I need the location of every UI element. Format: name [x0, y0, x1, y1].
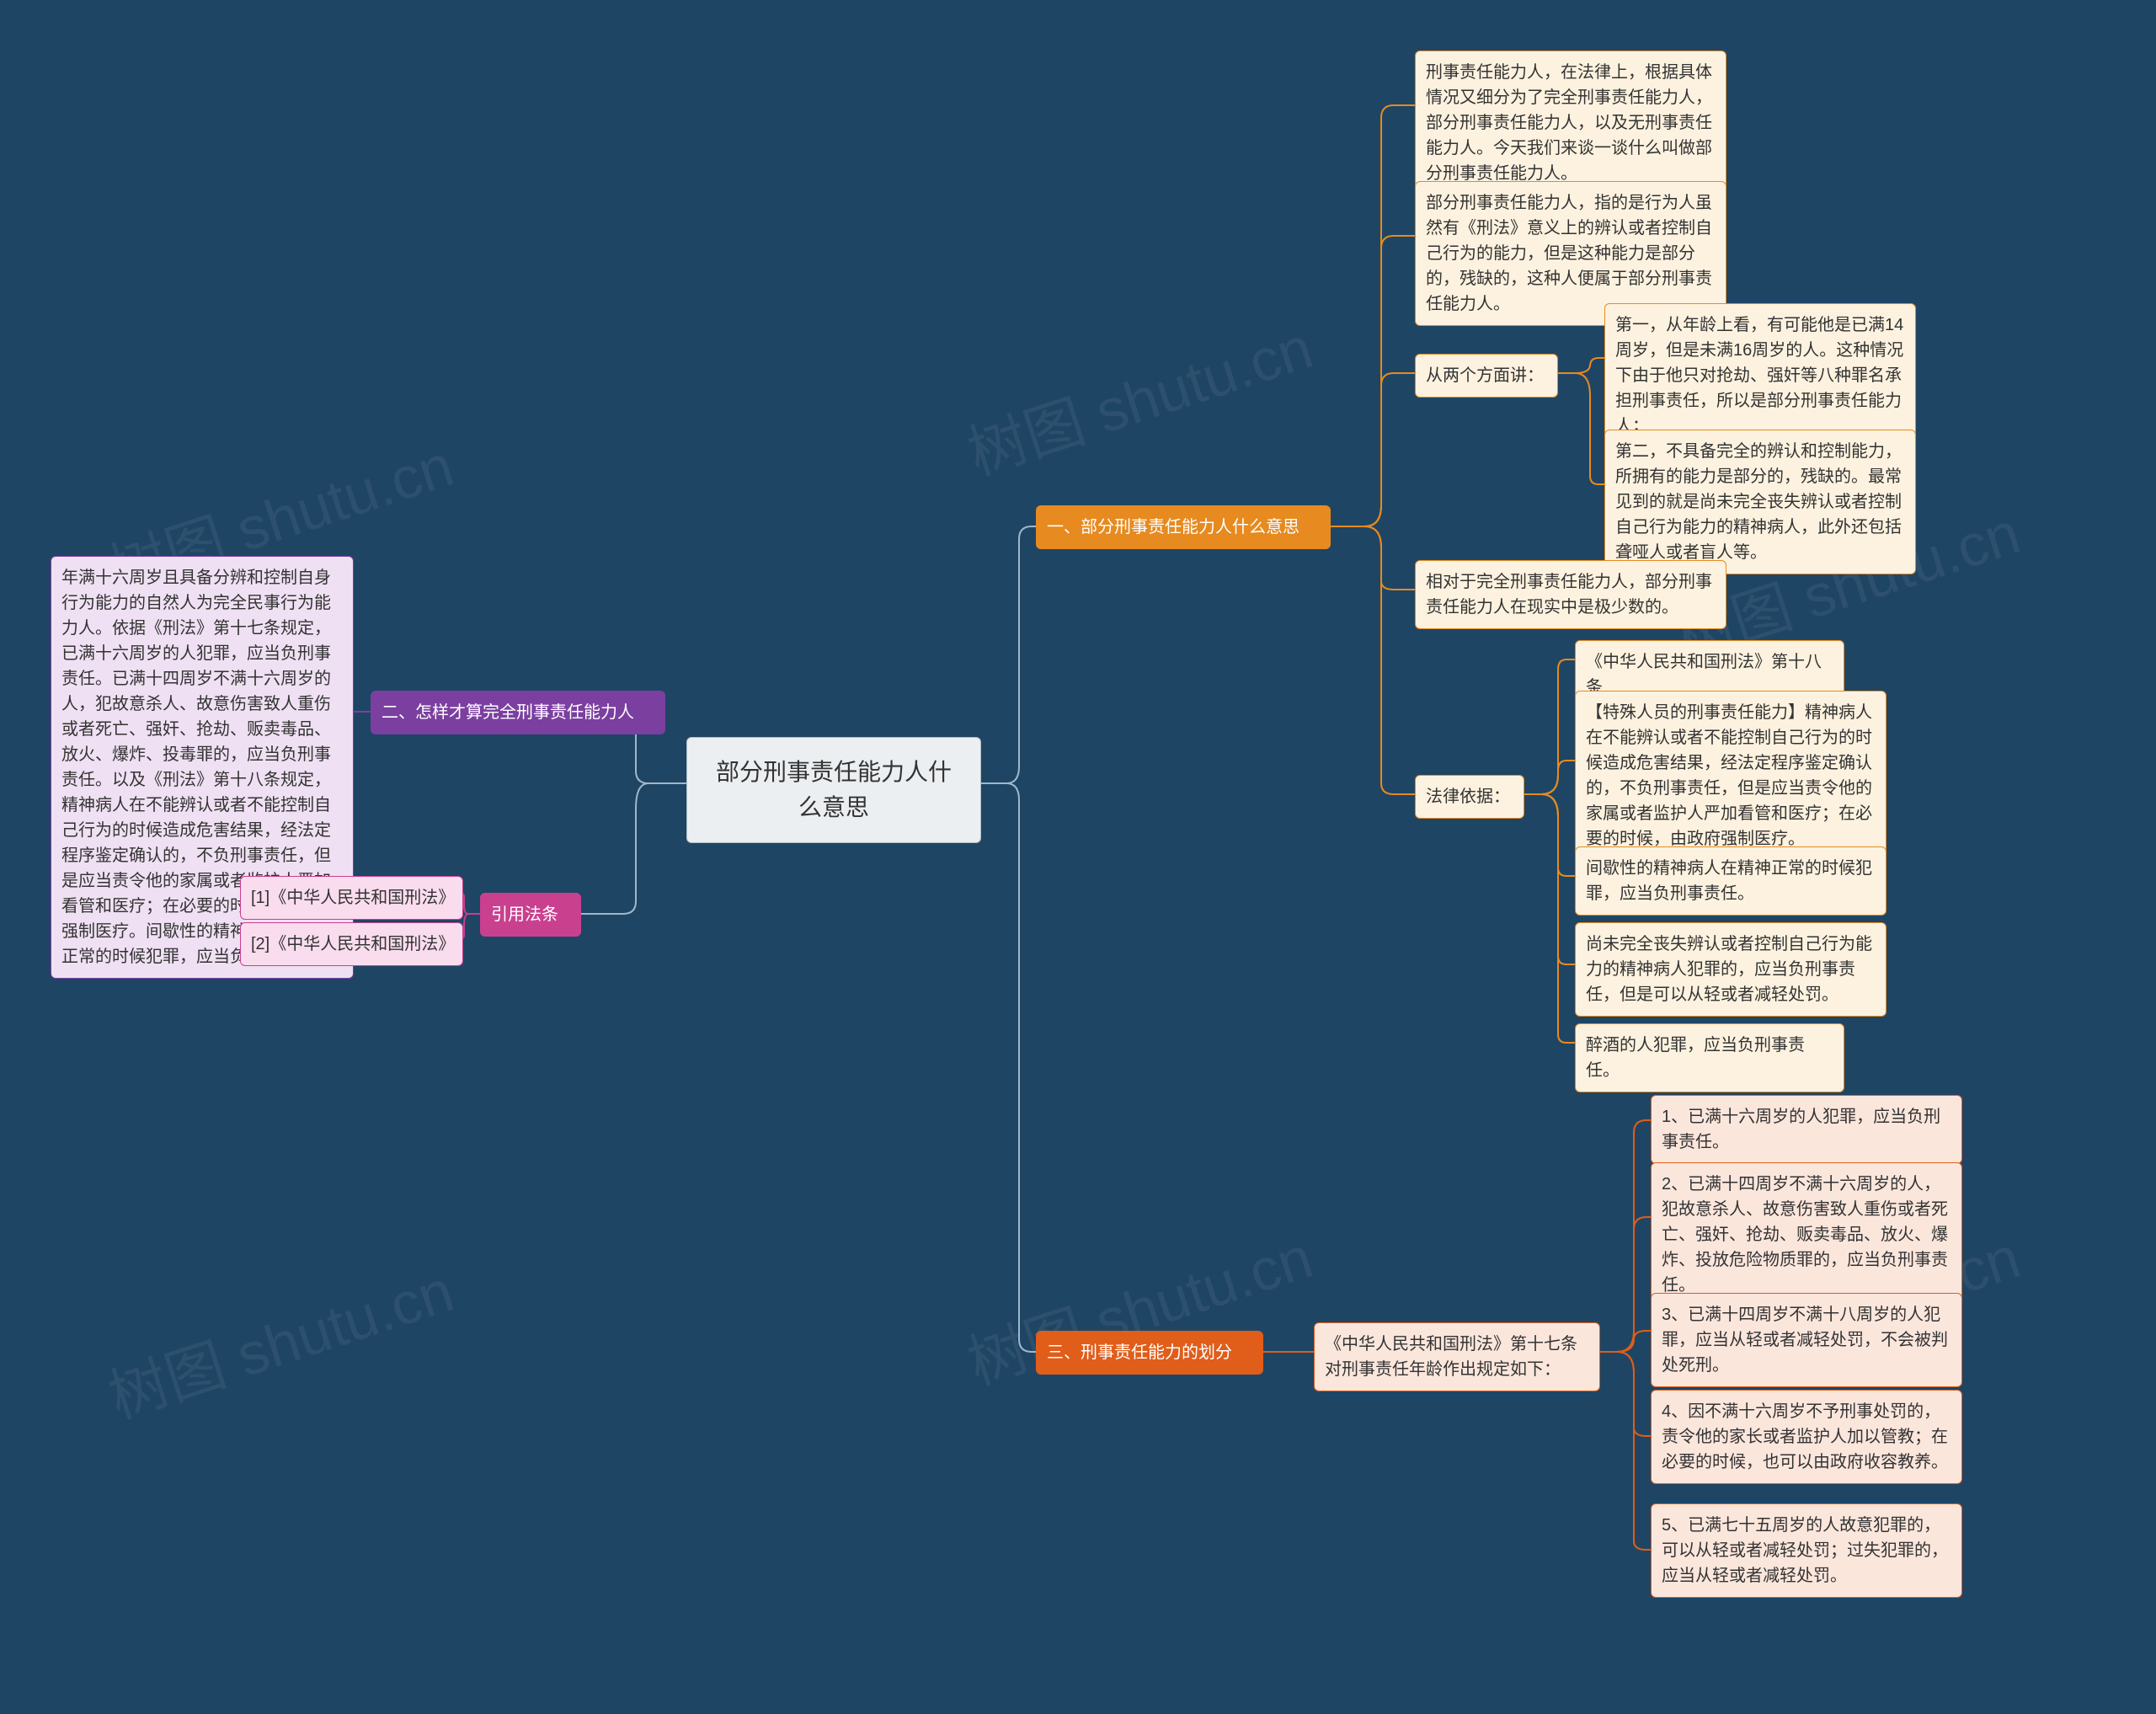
refs-header[interactable]: 引用法条 — [480, 893, 581, 937]
branch-1-title: 一、部分刑事责任能力人什么意思 — [1037, 506, 1330, 548]
branch-3-title: 三、刑事责任能力的划分 — [1037, 1332, 1262, 1374]
b1-legal-2[interactable]: 【特殊人员的刑事责任能力】精神病人在不能辨认或者不能控制自己行为的时候造成危害结… — [1575, 691, 1886, 861]
branch-2-header[interactable]: 二、怎样才算完全刑事责任能力人 — [371, 691, 665, 734]
b3-item-5-text: 5、已满七十五周岁的人故意犯罪的，可以从轻或者减轻处罚；过失犯罪的，应当从轻或者… — [1652, 1504, 1961, 1597]
b3-item-5[interactable]: 5、已满七十五周岁的人故意犯罪的，可以从轻或者减轻处罚；过失犯罪的，应当从轻或者… — [1651, 1503, 1962, 1598]
b1-leaf-4-text: 相对于完全刑事责任能力人，部分刑事责任能力人在现实中是极少数的。 — [1416, 561, 1726, 628]
branch-3-header[interactable]: 三、刑事责任能力的划分 — [1036, 1331, 1263, 1375]
b1-legal-3-text: 间歇性的精神病人在精神正常的时候犯罪，应当负刑事责任。 — [1576, 847, 1886, 915]
b3-item-1[interactable]: 1、已满十六周岁的人犯罪，应当负刑事责任。 — [1651, 1095, 1962, 1164]
root-label: 部分刑事责任能力人什么意思 — [687, 738, 980, 842]
watermark: 树图 shutu.cn — [97, 1244, 463, 1435]
ref-2-text: [2]《中华人民共和国刑法》 — [241, 923, 462, 965]
b1-aspects[interactable]: 从两个方面讲： — [1415, 354, 1558, 398]
watermark: 树图 shutu.cn — [956, 301, 1322, 492]
root-node[interactable]: 部分刑事责任能力人什么意思 — [686, 737, 981, 843]
b3-item-4[interactable]: 4、因不满十六周岁不予刑事处罚的，责令他的家长或者监护人加以管教；在必要的时候，… — [1651, 1390, 1962, 1484]
refs-title: 引用法条 — [481, 894, 580, 936]
b1-aspects-text: 从两个方面讲： — [1416, 355, 1557, 397]
b1-legal-5[interactable]: 醉酒的人犯罪，应当负刑事责任。 — [1575, 1023, 1844, 1092]
b1-legal-4[interactable]: 尚未完全丧失辨认或者控制自己行为能力的精神病人犯罪的，应当负刑事责任，但是可以从… — [1575, 922, 1886, 1017]
b3-sub[interactable]: 《中华人民共和国刑法》第十七条对刑事责任年龄作出规定如下： — [1314, 1322, 1600, 1391]
mindmap-canvas: 树图 shutu.cn 树图 shutu.cn 树图 shutu.cn 树图 s… — [0, 0, 2156, 1714]
b1-leaf-1-text: 刑事责任能力人，在法律上，根据具体情况又细分为了完全刑事责任能力人，部分刑事责任… — [1416, 51, 1726, 195]
b1-leaf-4[interactable]: 相对于完全刑事责任能力人，部分刑事责任能力人在现实中是极少数的。 — [1415, 560, 1726, 629]
b3-sub-text: 《中华人民共和国刑法》第十七条对刑事责任年龄作出规定如下： — [1315, 1323, 1599, 1391]
b1-aspect-2-text: 第二，不具备完全的辨认和控制能力，所拥有的能力是部分的，残缺的。最常见到的就是尚… — [1605, 430, 1915, 574]
b1-aspect-1-text: 第一，从年龄上看，有可能他是已满14周岁，但是未满16周岁的人。这种情况下由于他… — [1605, 304, 1915, 447]
b1-legal-text: 法律依据： — [1416, 776, 1524, 818]
b3-item-4-text: 4、因不满十六周岁不予刑事处罚的，责令他的家长或者监护人加以管教；在必要的时候，… — [1652, 1391, 1961, 1483]
b1-legal-4-text: 尚未完全丧失辨认或者控制自己行为能力的精神病人犯罪的，应当负刑事责任，但是可以从… — [1576, 923, 1886, 1016]
b3-item-1-text: 1、已满十六周岁的人犯罪，应当负刑事责任。 — [1652, 1096, 1961, 1163]
b3-item-2[interactable]: 2、已满十四周岁不满十六周岁的人，犯故意杀人、故意伤害致人重伤或者死亡、强奸、抢… — [1651, 1162, 1962, 1307]
b1-aspect-1[interactable]: 第一，从年龄上看，有可能他是已满14周岁，但是未满16周岁的人。这种情况下由于他… — [1604, 303, 1916, 448]
b3-item-3[interactable]: 3、已满十四周岁不满十八周岁的人犯罪，应当从轻或者减轻处罚，不会被判处死刑。 — [1651, 1293, 1962, 1387]
b1-legal-3[interactable]: 间歇性的精神病人在精神正常的时候犯罪，应当负刑事责任。 — [1575, 846, 1886, 916]
b3-item-2-text: 2、已满十四周岁不满十六周岁的人，犯故意杀人、故意伤害致人重伤或者死亡、强奸、抢… — [1652, 1163, 1961, 1306]
branch-2-title: 二、怎样才算完全刑事责任能力人 — [371, 691, 664, 734]
b1-legal-5-text: 醉酒的人犯罪，应当负刑事责任。 — [1576, 1024, 1844, 1092]
b1-legal-2-text: 【特殊人员的刑事责任能力】精神病人在不能辨认或者不能控制自己行为的时候造成危害结… — [1576, 691, 1886, 860]
ref-1-text: [1]《中华人民共和国刑法》 — [241, 877, 462, 919]
branch-1-header[interactable]: 一、部分刑事责任能力人什么意思 — [1036, 505, 1331, 549]
b3-item-3-text: 3、已满十四周岁不满十八周岁的人犯罪，应当从轻或者减轻处罚，不会被判处死刑。 — [1652, 1294, 1961, 1386]
b1-aspect-2[interactable]: 第二，不具备完全的辨认和控制能力，所拥有的能力是部分的，残缺的。最常见到的就是尚… — [1604, 430, 1916, 574]
ref-1[interactable]: [1]《中华人民共和国刑法》 — [240, 876, 463, 920]
b1-leaf-1[interactable]: 刑事责任能力人，在法律上，根据具体情况又细分为了完全刑事责任能力人，部分刑事责任… — [1415, 51, 1726, 195]
ref-2[interactable]: [2]《中华人民共和国刑法》 — [240, 922, 463, 966]
b1-legal[interactable]: 法律依据： — [1415, 775, 1524, 819]
